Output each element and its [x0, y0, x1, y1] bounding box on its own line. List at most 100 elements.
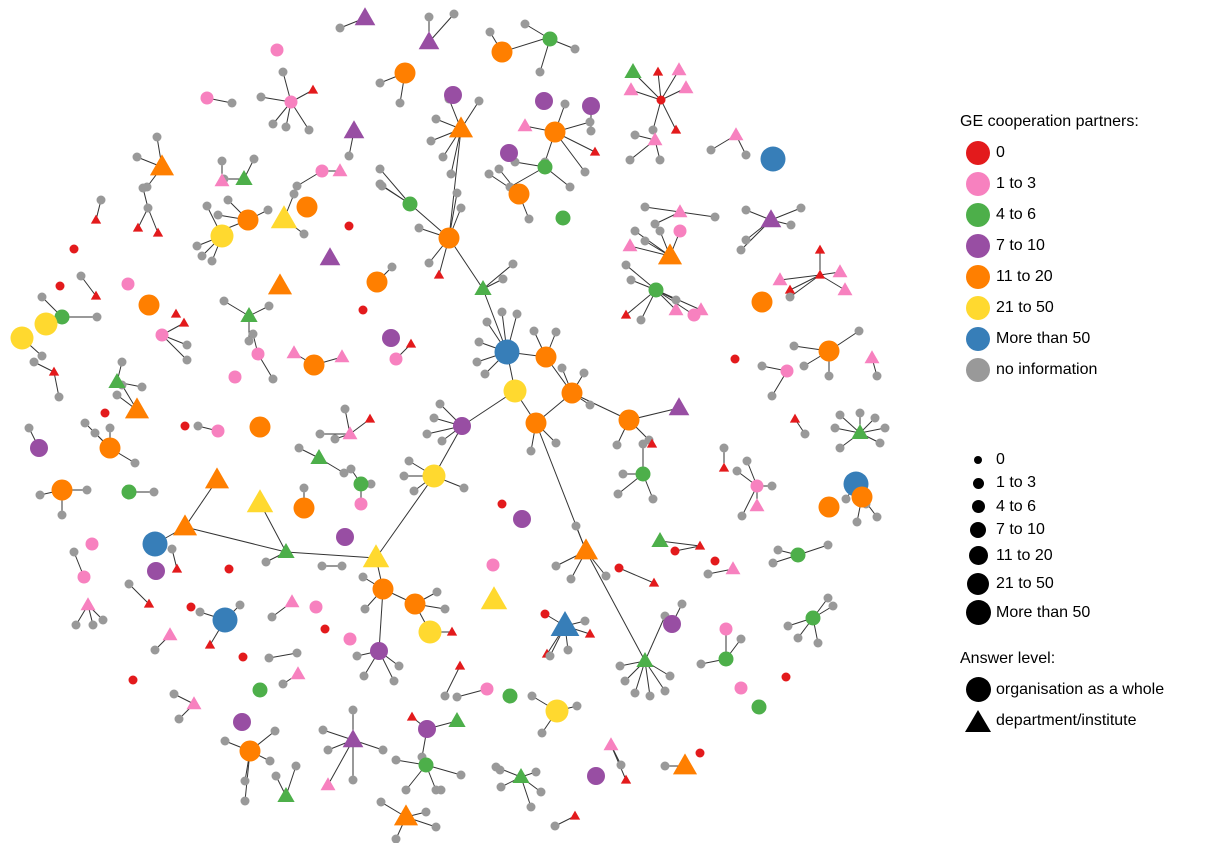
organisation-node — [441, 605, 450, 614]
organisation-node — [241, 777, 250, 786]
organisation-node — [587, 127, 596, 136]
department-node — [604, 737, 619, 750]
department-node — [320, 247, 341, 265]
legend-color-item: 7 to 10 — [960, 230, 1139, 261]
organisation-node — [782, 673, 791, 682]
department-node — [344, 120, 365, 138]
organisation-node — [781, 365, 794, 378]
department-node — [448, 712, 465, 727]
organisation-node — [631, 227, 640, 236]
organisation-node — [752, 700, 767, 715]
legend-size-dot — [973, 478, 984, 489]
organisation-node — [438, 437, 447, 446]
legend-size-item: 21 to 50 — [960, 569, 1090, 598]
department-node — [171, 309, 181, 318]
organisation-node — [300, 484, 309, 493]
legend-color-item: no information — [960, 354, 1139, 385]
organisation-node — [72, 621, 81, 630]
organisation-node — [419, 621, 442, 644]
organisation-node — [697, 660, 706, 669]
legend-size-dot — [966, 600, 991, 625]
organisation-node — [228, 99, 237, 108]
organisation-node — [56, 282, 65, 291]
department-node — [434, 270, 444, 279]
department-node — [481, 586, 507, 609]
organisation-node — [791, 548, 806, 563]
department-node — [649, 578, 659, 587]
legend-size-dot — [969, 546, 988, 565]
organisation-node — [617, 761, 626, 770]
organisation-node — [649, 283, 664, 298]
organisation-node — [249, 330, 258, 339]
department-node — [406, 339, 416, 348]
department-node — [474, 280, 491, 295]
organisation-node — [769, 559, 778, 568]
legend-swatch — [966, 203, 990, 227]
organisation-node — [566, 183, 575, 192]
legend-size-label: 11 to 20 — [996, 547, 1053, 565]
organisation-node — [711, 557, 720, 566]
organisation-node — [194, 422, 203, 431]
organisation-node — [430, 414, 439, 423]
organisation-node — [91, 429, 100, 438]
organisation-node — [359, 306, 368, 315]
organisation-node — [513, 310, 522, 319]
organisation-node — [354, 477, 369, 492]
organisation-node — [344, 633, 357, 646]
department-node — [719, 463, 729, 472]
organisation-node — [221, 737, 230, 746]
organisation-node — [571, 45, 580, 54]
legend-swatch — [966, 296, 990, 320]
organisation-node — [257, 93, 266, 102]
organisation-node — [138, 383, 147, 392]
department-node — [268, 273, 292, 294]
organisation-node — [355, 498, 368, 511]
organisation-node — [89, 621, 98, 630]
organisation-node — [733, 467, 742, 476]
organisation-node — [614, 490, 623, 499]
organisation-node — [487, 559, 500, 572]
organisation-node — [619, 410, 640, 431]
organisation-node — [423, 465, 446, 488]
organisation-node — [250, 155, 259, 164]
organisation-node — [183, 356, 192, 365]
legend-size-dot — [972, 500, 985, 513]
organisation-node — [538, 160, 553, 175]
organisation-node — [304, 355, 325, 376]
organisation-node — [131, 459, 140, 468]
organisation-node — [738, 512, 747, 521]
organisation-node — [30, 439, 48, 457]
edge — [645, 207, 680, 212]
legend-shape: Answer level: organisation as a whole de… — [960, 650, 1164, 736]
organisation-node — [77, 272, 86, 281]
department-node — [815, 245, 825, 254]
department-node — [291, 666, 306, 679]
department-node — [621, 775, 631, 784]
legend-color-label: 11 to 20 — [996, 268, 1053, 286]
legend-color-item: 4 to 6 — [960, 199, 1139, 230]
organisation-node — [211, 225, 234, 248]
organisation-node — [264, 206, 273, 215]
organisation-node — [495, 165, 504, 174]
organisation-node — [528, 692, 537, 701]
legend-color-item: 11 to 20 — [960, 261, 1139, 292]
organisation-node — [392, 835, 401, 843]
organisation-node — [678, 600, 687, 609]
organisation-node — [567, 575, 576, 584]
organisation-node — [656, 156, 665, 165]
organisation-node — [432, 115, 441, 124]
organisation-node — [402, 786, 411, 795]
organisation-node — [99, 616, 108, 625]
organisation-node — [106, 424, 115, 433]
organisation-node — [203, 202, 212, 211]
organisation-node — [855, 327, 864, 336]
organisation-node — [876, 439, 885, 448]
organisation-node — [731, 355, 740, 364]
organisation-node — [852, 487, 873, 508]
organisation-node — [415, 224, 424, 233]
organisation-node — [410, 487, 419, 496]
organisation-node — [300, 230, 309, 239]
organisation-node — [153, 133, 162, 142]
organisation-node — [806, 611, 821, 626]
organisation-node — [379, 746, 388, 755]
